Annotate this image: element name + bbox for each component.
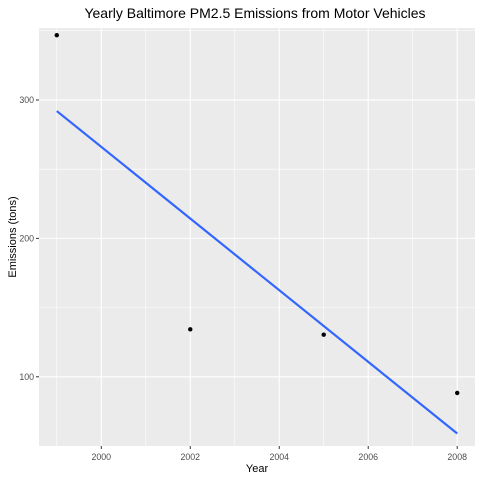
trend-line bbox=[56, 110, 458, 435]
data-points bbox=[54, 32, 460, 396]
y-tick-label: 300 bbox=[19, 95, 34, 105]
x-tick-label: 2004 bbox=[269, 452, 289, 462]
x-tick-label: 2000 bbox=[91, 452, 111, 462]
x-tick-label: 2002 bbox=[180, 452, 200, 462]
y-axis: 100 200 300 bbox=[19, 95, 39, 382]
grid-lines bbox=[39, 28, 475, 446]
x-axis-title: Year bbox=[246, 463, 269, 475]
data-point bbox=[455, 390, 460, 396]
x-tick-label: 2006 bbox=[358, 452, 378, 462]
x-tick-label: 2008 bbox=[447, 452, 467, 462]
y-tick-label: 100 bbox=[19, 372, 34, 382]
y-axis-title: Emissions (tons) bbox=[7, 196, 19, 277]
data-point bbox=[188, 327, 193, 332]
chart-title: Yearly Baltimore PM2.5 Emissions from Mo… bbox=[84, 5, 425, 21]
data-point bbox=[54, 32, 59, 38]
x-axis: 2000 2002 2004 2006 2008 bbox=[91, 446, 467, 462]
data-point bbox=[321, 332, 326, 337]
plot-panel bbox=[39, 28, 475, 446]
y-tick-label: 200 bbox=[19, 233, 34, 243]
trend-line-layer bbox=[56, 110, 458, 435]
